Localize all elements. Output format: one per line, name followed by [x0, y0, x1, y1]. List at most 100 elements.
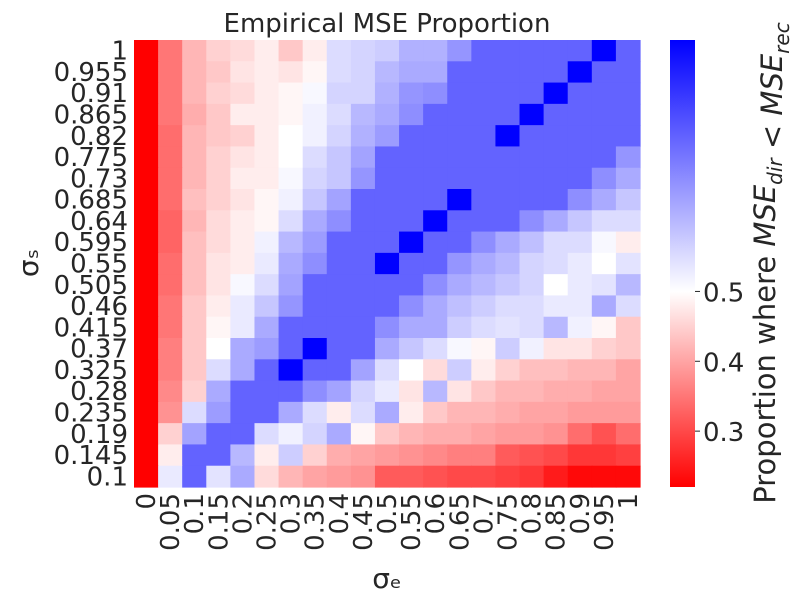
- x-tick-label: 0.7: [469, 493, 499, 534]
- heatmap-cell: [302, 125, 328, 148]
- heatmap-cell: [399, 167, 424, 190]
- x-tick-label: 0.65: [445, 493, 475, 551]
- heatmap-cell: [399, 82, 424, 105]
- heatmap-cell: [543, 146, 569, 169]
- heatmap-cell: [326, 103, 352, 126]
- heatmap-cell: [206, 40, 231, 62]
- heatmap-cell: [302, 210, 328, 233]
- heatmap-cell: [158, 189, 183, 211]
- heatmap-cell: [230, 167, 256, 190]
- heatmap-cell: [615, 274, 641, 297]
- heatmap-cell: [567, 465, 593, 488]
- heatmap-cell: [615, 316, 641, 339]
- heatmap-cell: [374, 231, 400, 254]
- heatmap-cell: [278, 316, 304, 339]
- heatmap-cell: [134, 189, 159, 211]
- heatmap-cell: [399, 338, 424, 360]
- heatmap-cell: [182, 359, 207, 382]
- heatmap-cell: [302, 146, 328, 169]
- heatmap-cell: [374, 423, 400, 446]
- heatmap-cell: [471, 82, 497, 105]
- heatmap-cell: [374, 444, 400, 467]
- y-tick-label: 0.145: [54, 441, 128, 471]
- heatmap-cell: [302, 61, 328, 84]
- heatmap-cell: [278, 423, 304, 446]
- heatmap-cell: [447, 210, 472, 233]
- heatmap-cell: [374, 40, 400, 62]
- heatmap-cell: [254, 40, 280, 62]
- x-tick-label: 0.4: [325, 493, 355, 534]
- heatmap-cell: [350, 231, 376, 254]
- y-axis-label: σₛ: [12, 249, 45, 277]
- heatmap-cell: [447, 103, 472, 126]
- heatmap-cell: [399, 231, 424, 254]
- heatmap-cell: [399, 146, 424, 169]
- y-tick-label: 0.955: [54, 58, 128, 88]
- heatmap-cell: [326, 189, 352, 211]
- heatmap-cell: [543, 316, 569, 339]
- y-tick-label: 0.37: [70, 335, 128, 365]
- heatmap-cell: [206, 103, 231, 126]
- heatmap-cell: [302, 316, 328, 339]
- heatmap-cell: [206, 231, 231, 254]
- heatmap-cell: [591, 316, 617, 339]
- heatmap-cell: [134, 146, 159, 169]
- heatmap-cell: [519, 146, 545, 169]
- heatmap-cell: [182, 210, 207, 233]
- heatmap-cell: [302, 465, 328, 488]
- heatmap-cell: [591, 423, 617, 446]
- heatmap-cell: [567, 40, 593, 62]
- heatmap-cell: [254, 380, 280, 403]
- heatmap-cell: [134, 338, 159, 360]
- heatmap-cell: [326, 359, 352, 382]
- heatmap-cell: [278, 380, 304, 403]
- heatmap-cell: [158, 465, 183, 488]
- heatmap-cell: [471, 338, 497, 360]
- heatmap-cell: [471, 380, 497, 403]
- heatmap-cell: [254, 167, 280, 190]
- heatmap-cell: [278, 61, 304, 84]
- heatmap-cell: [302, 167, 328, 190]
- heatmap-cell: [519, 210, 545, 233]
- heatmap-cell: [471, 359, 497, 382]
- heatmap-cell: [206, 146, 231, 169]
- x-tick-label: 0.25: [253, 493, 283, 551]
- heatmap-cell: [543, 401, 569, 424]
- heatmap-cell: [399, 61, 424, 84]
- heatmap-cell: [182, 189, 207, 211]
- heatmap-cell: [615, 380, 641, 403]
- heatmap-cell: [374, 401, 400, 424]
- heatmap-cell: [350, 189, 376, 211]
- heatmap-cell: [567, 231, 593, 254]
- heatmap-cell: [206, 465, 231, 488]
- heatmap-cell: [182, 465, 207, 488]
- heatmap-cell: [326, 380, 352, 403]
- heatmap-cell: [615, 82, 641, 105]
- heatmap-cell: [615, 401, 641, 424]
- heatmap-cell: [471, 167, 497, 190]
- heatmap-cell: [206, 252, 231, 275]
- heatmap-cell: [615, 146, 641, 169]
- x-tick-labels: 00.050.10.150.20.250.30.350.40.450.50.55…: [132, 493, 644, 551]
- heatmap-cell: [567, 210, 593, 233]
- heatmap-cell: [519, 359, 545, 382]
- heatmap-cell: [471, 252, 497, 275]
- heatmap-cell: [495, 189, 521, 211]
- heatmap-cell: [519, 380, 545, 403]
- heatmap-cell: [615, 125, 641, 148]
- heatmap-cell: [567, 61, 593, 84]
- heatmap-cell: [447, 465, 472, 488]
- x-tick-label: 0.55: [397, 493, 427, 551]
- heatmap-cell: [326, 274, 352, 297]
- heatmap-cell: [591, 338, 617, 360]
- heatmap-cell: [254, 465, 280, 488]
- heatmap-cell: [615, 295, 641, 318]
- heatmap-cell: [182, 274, 207, 297]
- heatmap-cell: [519, 231, 545, 254]
- heatmap-cell: [567, 338, 593, 360]
- heatmap-cell: [591, 401, 617, 424]
- heatmap-cell: [350, 167, 376, 190]
- heatmap-cell: [326, 231, 352, 254]
- heatmap-cell: [423, 295, 448, 318]
- heatmap-cell: [495, 125, 521, 148]
